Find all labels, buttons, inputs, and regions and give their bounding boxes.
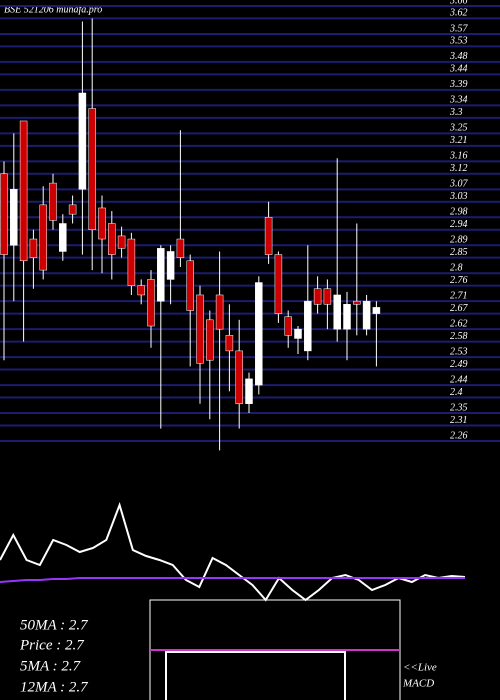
candle-body bbox=[362, 300, 371, 330]
candle-body bbox=[108, 223, 116, 255]
candle-body bbox=[59, 223, 67, 252]
candle-body bbox=[372, 307, 381, 314]
y-tick-label: 3.07 bbox=[449, 179, 469, 190]
candle-body bbox=[127, 238, 136, 286]
candle-body bbox=[166, 251, 175, 280]
y-tick-label: 3.03 bbox=[449, 191, 468, 202]
y-tick-label: 2.62 bbox=[450, 318, 468, 329]
y-tick-label: 3.57 bbox=[449, 23, 469, 34]
y-tick-label: 3.44 bbox=[449, 64, 468, 75]
macd-bar bbox=[165, 651, 346, 700]
y-tick-label: 3.66 bbox=[449, 0, 468, 6]
candle-body bbox=[313, 288, 322, 305]
y-tick-label: 2.67 bbox=[450, 303, 469, 314]
candle-body bbox=[19, 120, 28, 262]
y-tick-label: 2.85 bbox=[450, 247, 468, 258]
info-line: 50MA : 2.7 bbox=[20, 617, 89, 633]
indicator-line bbox=[0, 577, 465, 583]
chart-title: BSE 521206 munafa.pro bbox=[4, 4, 102, 15]
candle-body bbox=[98, 207, 106, 240]
candle-body bbox=[343, 304, 351, 330]
y-tick-label: 2.58 bbox=[450, 331, 468, 342]
candle-body bbox=[0, 173, 8, 255]
candle-body bbox=[323, 288, 332, 305]
y-tick-label: 3.21 bbox=[449, 135, 468, 146]
candle-body bbox=[196, 294, 204, 364]
candle-body bbox=[68, 204, 77, 215]
y-tick-label: 3.3 bbox=[449, 107, 463, 118]
candle-body bbox=[117, 235, 126, 249]
y-tick-label: 2.8 bbox=[450, 263, 463, 274]
candle-body bbox=[10, 189, 18, 246]
y-tick-label: 3.34 bbox=[449, 95, 468, 106]
candle-body bbox=[225, 335, 234, 352]
candle-body bbox=[147, 279, 155, 327]
y-tick-label: 3.48 bbox=[449, 51, 468, 62]
y-tick-label: 2.35 bbox=[450, 402, 468, 413]
y-tick-label: 2.94 bbox=[450, 219, 468, 230]
y-tick-label: 2.98 bbox=[450, 207, 468, 218]
y-tick-label: 2.89 bbox=[450, 235, 468, 246]
y-tick-label: 3.62 bbox=[449, 8, 468, 19]
live-label: <<Live bbox=[403, 662, 437, 674]
candle-body bbox=[245, 378, 253, 404]
y-tick-label: 3.25 bbox=[449, 123, 468, 134]
indicator-line bbox=[0, 501, 466, 602]
candle-body bbox=[137, 285, 145, 296]
candle-body bbox=[206, 319, 214, 361]
info-line: 5MA : 2.7 bbox=[20, 658, 82, 674]
candle-body bbox=[264, 217, 273, 255]
y-tick-label: 2.49 bbox=[450, 359, 468, 370]
candle-body bbox=[29, 238, 38, 258]
y-tick-label: 2.4 bbox=[450, 387, 463, 398]
candle-body bbox=[353, 300, 361, 305]
candle-body bbox=[49, 182, 57, 221]
info-line: 12MA : 2.7 bbox=[20, 679, 89, 695]
candle-body bbox=[304, 300, 312, 352]
y-tick-label: 3.39 bbox=[449, 79, 468, 90]
info-line: Price : 2.7 bbox=[19, 637, 85, 653]
y-tick-label: 2.31 bbox=[450, 415, 468, 426]
candle-body bbox=[78, 92, 87, 190]
y-tick-label: 3.12 bbox=[449, 163, 468, 174]
candle-body bbox=[235, 350, 243, 404]
y-tick-label: 2.53 bbox=[450, 346, 468, 357]
candle-body bbox=[333, 294, 341, 330]
candle-body bbox=[39, 204, 47, 271]
candle-body bbox=[215, 294, 224, 330]
candle-body bbox=[255, 282, 263, 386]
candle-body bbox=[157, 248, 165, 302]
macd-box bbox=[149, 599, 401, 700]
candle-body bbox=[88, 108, 96, 230]
y-tick-label: 3.53 bbox=[449, 36, 468, 47]
y-tick-label: 2.71 bbox=[450, 290, 468, 301]
candle-body bbox=[176, 238, 185, 258]
y-tick-label: 2.26 bbox=[450, 430, 468, 441]
y-tick-label: 2.44 bbox=[450, 374, 468, 385]
candle-body bbox=[294, 328, 302, 339]
y-tick-label: 3.16 bbox=[449, 151, 468, 162]
candle-body bbox=[274, 254, 283, 314]
y-tick-label: 2.76 bbox=[450, 275, 468, 286]
candle-body bbox=[284, 316, 292, 336]
macd-label: MACD bbox=[402, 678, 434, 690]
candle-body bbox=[186, 260, 194, 311]
